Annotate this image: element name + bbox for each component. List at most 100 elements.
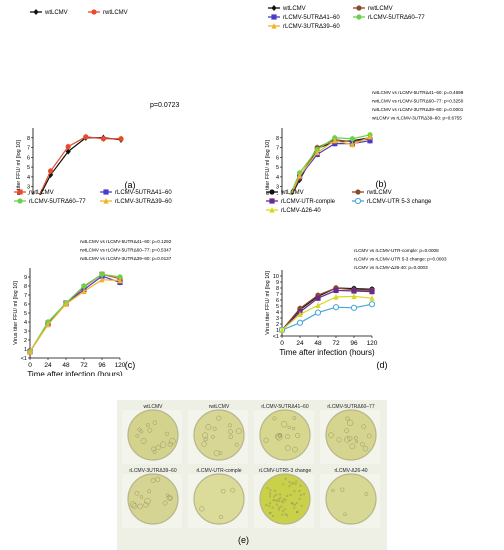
- plaque: [277, 498, 280, 501]
- chart-c-data-point: [99, 276, 105, 283]
- plaque: [263, 437, 269, 443]
- plaque: [205, 424, 212, 430]
- chart-b-legend-label: rLCMV-3UTRΔ39–60: [283, 24, 340, 30]
- plaque: [137, 427, 142, 432]
- chart-d-y-tick-label: 1: [276, 328, 279, 334]
- plaque: [364, 492, 369, 496]
- plate-label: wtLCMV: [144, 404, 164, 410]
- plaque: [164, 431, 169, 436]
- chart-a-data-point: [65, 148, 71, 155]
- chart-d-data-point: [314, 309, 322, 316]
- plate-label: rLCMV-5UTRΔ60–77: [327, 404, 374, 410]
- plaque: [284, 477, 287, 480]
- plaque: [292, 446, 298, 453]
- chart-a-legend-marker: [33, 9, 39, 15]
- plaque: [155, 476, 161, 482]
- plaque: [281, 500, 284, 503]
- plaque: [135, 434, 140, 438]
- plaque: [271, 506, 274, 509]
- plaque: [292, 481, 295, 484]
- plaque: [281, 513, 284, 516]
- chart-d-y-tick-label: 6: [276, 298, 279, 304]
- chart-a-y-tick-label: 8: [27, 136, 30, 142]
- plaque: [268, 495, 272, 498]
- chart-b-legend-marker: [271, 14, 277, 20]
- chart-c-x-tick-label: 72: [80, 362, 88, 369]
- chart-c-annotation: rwtLCMV vs rLCMV-3UTRΔ39–60: p=0.0137: [80, 256, 172, 261]
- chart-c-annotation: rwtLCMV vs rLCMV-5UTRΔ41–60: p=0.1292: [80, 239, 172, 244]
- plaque: [202, 432, 209, 439]
- chart-a-legend-label: wtLCMV: [44, 10, 68, 16]
- chart-a-y-tick-label: 3: [27, 185, 30, 191]
- chart-d-series-line-2: [281, 289, 373, 331]
- chart-c-y-tick-label: 7: [24, 293, 27, 299]
- plaque: [349, 443, 356, 450]
- chart-b-data-point: [349, 141, 355, 148]
- plaque: [131, 502, 138, 509]
- plate-well: [127, 409, 179, 461]
- chart-c-x-tick-label: 24: [44, 362, 52, 369]
- plaque: [162, 500, 168, 506]
- plaque: [284, 508, 287, 511]
- plaque: [347, 435, 353, 442]
- chart-c-data-point: [99, 271, 105, 277]
- plaque: [139, 429, 144, 434]
- chart-a-data-point: [83, 134, 89, 140]
- plaque: [129, 501, 137, 508]
- plaque: [269, 489, 272, 492]
- chart-c-annotation: rwtLCMV vs rLCMV-5UTRΔ60–77: p=0.5347: [80, 248, 172, 253]
- chart-d: wtLCMV rwtLCMV rLCMV-UTR-comple rLCMV-UTR 5…: [265, 189, 447, 370]
- plaque: [362, 445, 369, 452]
- chart-d-annotation: rLCMV vs rLCMV-Δ26-40: p=0.0003: [354, 265, 428, 270]
- chart-d-y-tick-label: 7: [276, 292, 279, 298]
- chart-b-data-point: [349, 136, 355, 142]
- chart-c-legend-label: rwtLCMV: [29, 190, 54, 196]
- chart-b-y-tick-label: 2: [276, 194, 279, 195]
- chart-a-y-tick-label: 6: [27, 155, 30, 161]
- chart-c-y-tick-label: 5: [24, 311, 27, 317]
- plaque: [137, 503, 143, 510]
- plaque: [299, 494, 302, 497]
- plaque: [143, 502, 149, 508]
- chart-c-data-point: [63, 301, 69, 307]
- plaque: [293, 507, 296, 510]
- chart-b-annotation: wtLCMV vs rLCMV-3UTRΔ39–60: p=0.6755: [372, 116, 462, 121]
- plaque: [152, 420, 157, 425]
- plaque: [279, 496, 282, 499]
- chart-c-legend-label: rLCMV-5UTRΔ41–60: [115, 190, 172, 196]
- plaque: [295, 510, 299, 514]
- chart-b-legend-marker: [271, 5, 277, 11]
- panel-label-e: (e): [238, 535, 249, 545]
- plaque: [150, 477, 156, 483]
- chart-d-data-point: [351, 293, 357, 299]
- chart-c-legend-label: rLCMV-5UTRΔ60–77: [29, 199, 86, 205]
- plates-panel: wtLCMV rwtLCMV rLCMV-5UTRΔ41–60 rLCMV-5UTRΔ…: [117, 400, 387, 550]
- chart-b-panel-label: (b): [376, 179, 387, 189]
- chart-d-data-point: [351, 288, 357, 294]
- plaque: [294, 432, 301, 439]
- chart-b-y-tick-label: 6: [276, 155, 279, 161]
- chart-d-legend-marker: [355, 189, 361, 195]
- plaque: [344, 436, 351, 443]
- chart-d-x-tick-label: 48: [314, 340, 322, 347]
- chart-b-legend-label: wtLCMV: [282, 6, 306, 12]
- chart-c-y-tick-label: 9: [24, 275, 27, 281]
- chart-d-y-tick-label: 3: [276, 316, 279, 322]
- plate-well: [325, 473, 377, 525]
- chart-c-y-tick-label: 8: [24, 284, 27, 290]
- chart-b-data-point: [367, 138, 373, 144]
- chart-a-y-tick-label: 5: [27, 165, 30, 171]
- chart-c-x-axis-label: Time after infection (hours): [27, 370, 123, 376]
- plaque: [265, 503, 268, 507]
- plaque: [221, 489, 226, 494]
- chart-a-y-tick-label: 2: [27, 194, 30, 195]
- plaque: [268, 505, 271, 508]
- chart-c-y-axis-label: Virus titer FFU/ ml [log 10]: [13, 281, 19, 345]
- chart-d-x-tick-label: 24: [296, 340, 304, 347]
- chart-a-data-point: [65, 143, 71, 150]
- plate-well: [325, 409, 377, 461]
- chart-c-data-point: [117, 274, 123, 280]
- plaque: [155, 445, 161, 451]
- plaque: [347, 419, 354, 426]
- chart-d-data-point: [315, 295, 321, 301]
